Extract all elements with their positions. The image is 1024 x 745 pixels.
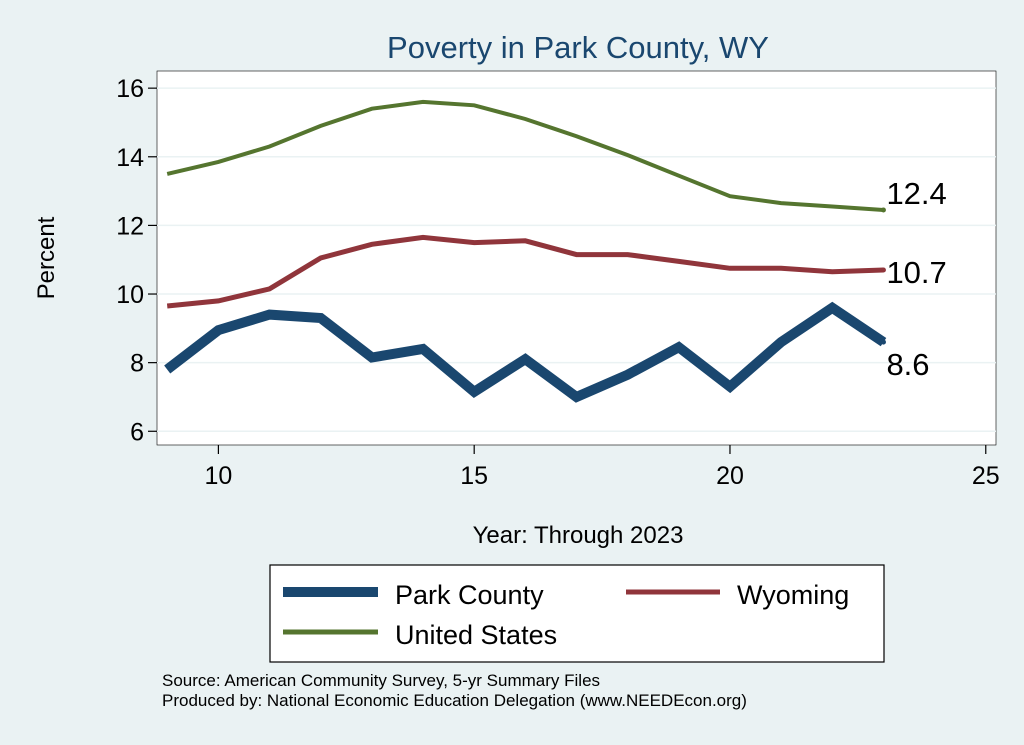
legend-label-united-states: United States: [395, 620, 557, 650]
source-note: Source: American Community Survey, 5-yr …: [162, 671, 601, 690]
legend-box: [269, 564, 885, 663]
x-tick-label: 15: [460, 462, 488, 490]
plot-area: [156, 70, 997, 446]
y-tick-label: 16: [116, 75, 144, 103]
y-tick-label: 8: [130, 350, 144, 378]
end-marker-wyoming: [880, 267, 886, 273]
series-line-wyoming: [166, 234, 884, 309]
y-tick-label: 14: [116, 144, 144, 172]
legend-label-park-county: Park County: [395, 580, 544, 610]
x-tick-label: 25: [972, 462, 1000, 490]
legend-label-wyoming: Wyoming: [737, 580, 849, 610]
axes: 6 8 10 12 14 16 10 15 20 25: [116, 75, 999, 490]
produced-by-note: Produced by: National Economic Education…: [162, 691, 747, 710]
y-tick-label: 6: [130, 418, 144, 446]
x-tick-label: 10: [204, 462, 232, 490]
end-label-park-county: 8.6: [886, 347, 929, 382]
y-tick-label: 12: [116, 212, 144, 240]
series-line-united-states: [166, 99, 884, 212]
series-lines: [164, 99, 887, 403]
legend: Park County Wyoming United States: [269, 564, 885, 663]
series-line-park-county: [164, 301, 887, 403]
end-labels: 8.6 10.7 12.4: [886, 176, 946, 382]
end-marker-park-county: [880, 339, 886, 345]
y-tick-label: 10: [116, 281, 144, 309]
x-tick-label: 20: [716, 462, 744, 490]
y-axis-label: Percent: [33, 216, 60, 299]
end-label-united-states: 12.4: [886, 176, 946, 211]
chart-title: Poverty in Park County, WY: [387, 30, 769, 65]
x-axis-label: Year: Through 2023: [473, 522, 684, 549]
end-label-wyoming: 10.7: [886, 255, 946, 290]
grid-lines: [157, 87, 996, 433]
end-marker-united-states: [880, 207, 886, 213]
